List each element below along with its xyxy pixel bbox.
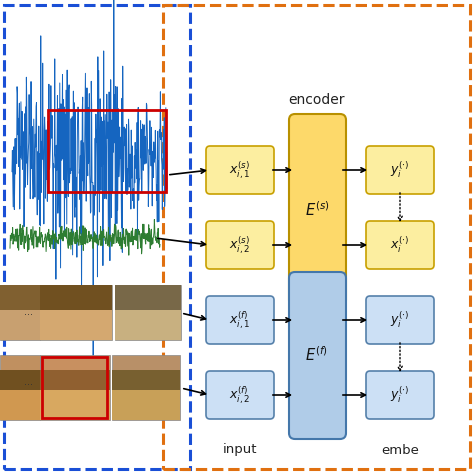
Bar bbox=[112, 370, 180, 395]
Text: ...: ... bbox=[24, 377, 33, 387]
Text: $x_{i,1}^{(s)}$: $x_{i,1}^{(s)}$ bbox=[229, 159, 251, 181]
Bar bbox=[40, 370, 110, 395]
Bar bbox=[40, 390, 110, 420]
Bar bbox=[4, 5, 190, 469]
FancyBboxPatch shape bbox=[206, 296, 274, 344]
Text: $x_{i,2}^{(s)}$: $x_{i,2}^{(s)}$ bbox=[229, 234, 251, 256]
Bar bbox=[48, 110, 166, 192]
Text: $y_i^{(\cdot)}$: $y_i^{(\cdot)}$ bbox=[391, 385, 410, 405]
Text: $E^{(s)}$: $E^{(s)}$ bbox=[305, 201, 329, 219]
Bar bbox=[42, 357, 107, 418]
FancyBboxPatch shape bbox=[206, 221, 274, 269]
Bar bbox=[115, 285, 181, 310]
Bar bbox=[0, 285, 40, 310]
FancyBboxPatch shape bbox=[366, 296, 434, 344]
FancyBboxPatch shape bbox=[366, 371, 434, 419]
Text: encoder: encoder bbox=[289, 93, 345, 107]
Bar bbox=[0, 355, 40, 420]
Bar bbox=[0, 285, 40, 340]
FancyBboxPatch shape bbox=[206, 146, 274, 194]
Text: $y_i^{(\cdot)}$: $y_i^{(\cdot)}$ bbox=[391, 310, 410, 330]
Bar bbox=[115, 310, 181, 340]
Bar bbox=[112, 390, 180, 420]
FancyBboxPatch shape bbox=[366, 146, 434, 194]
Bar bbox=[0, 390, 40, 420]
FancyBboxPatch shape bbox=[206, 371, 274, 419]
FancyBboxPatch shape bbox=[289, 272, 346, 439]
Text: $x_i^{(\cdot)}$: $x_i^{(\cdot)}$ bbox=[391, 235, 410, 255]
Bar bbox=[115, 285, 181, 340]
Bar bbox=[163, 5, 470, 469]
FancyBboxPatch shape bbox=[289, 114, 346, 306]
Text: ...: ... bbox=[24, 307, 33, 317]
Text: $y_i^{(\cdot)}$: $y_i^{(\cdot)}$ bbox=[391, 160, 410, 180]
Bar bbox=[40, 285, 112, 340]
FancyBboxPatch shape bbox=[366, 221, 434, 269]
Bar bbox=[40, 285, 112, 310]
Bar bbox=[0, 310, 40, 340]
Text: input: input bbox=[223, 444, 257, 456]
Bar bbox=[40, 310, 112, 340]
Bar bbox=[0, 370, 40, 395]
Bar bbox=[40, 355, 110, 420]
Bar bbox=[112, 355, 180, 420]
Text: embe: embe bbox=[381, 444, 419, 456]
Text: $x_{i,2}^{(f)}$: $x_{i,2}^{(f)}$ bbox=[229, 384, 251, 406]
Text: $E^{(f)}$: $E^{(f)}$ bbox=[305, 346, 328, 365]
Text: $x_{i,1}^{(f)}$: $x_{i,1}^{(f)}$ bbox=[229, 309, 251, 331]
